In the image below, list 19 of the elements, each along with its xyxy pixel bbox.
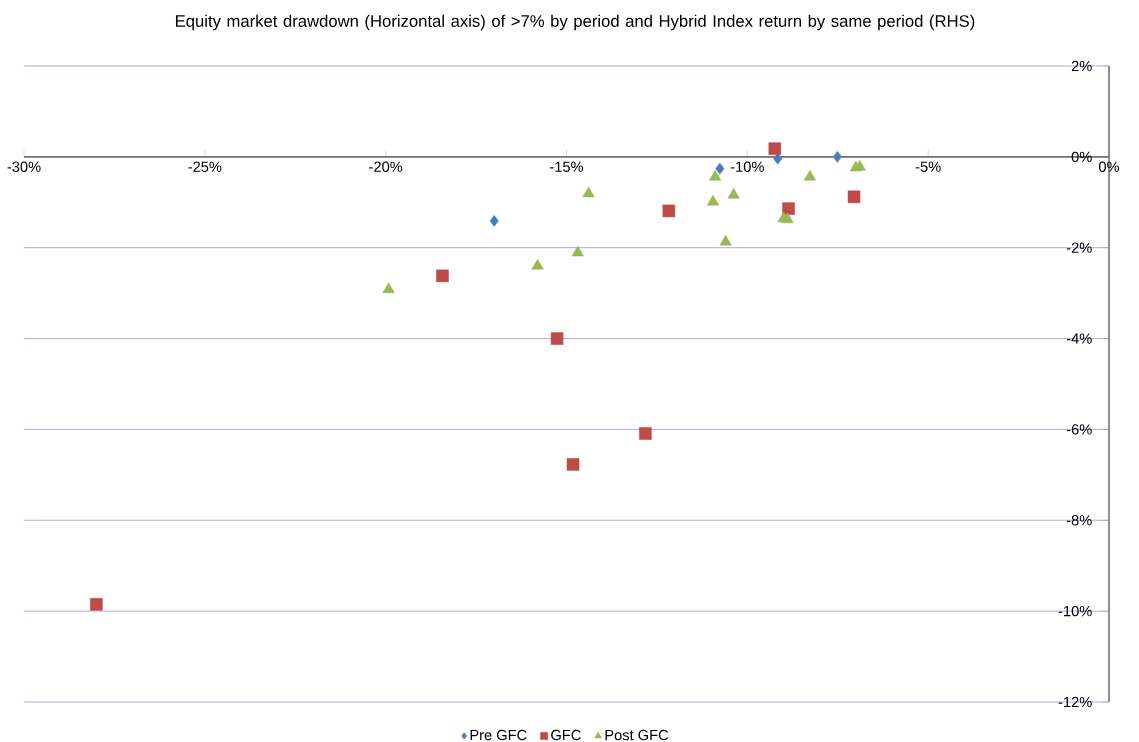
x-tick-label: -25% [188, 161, 222, 172]
x-tick-label: -10% [730, 161, 764, 172]
y-tick-label: -8% [1066, 515, 1092, 526]
y-tick-label: -4% [1066, 333, 1092, 344]
y-tick-label: -12% [1058, 696, 1092, 708]
y-tick-label: 2% [1071, 60, 1092, 72]
x-tick-label: -15% [550, 161, 584, 172]
legend-label: Post GFC [605, 729, 669, 741]
legend-label: Pre GFC [470, 729, 527, 741]
y-tick-label: -2% [1066, 242, 1092, 253]
y-tick-label: -6% [1066, 424, 1092, 435]
x-tick-label: 0% [1098, 161, 1120, 172]
x-tick-label: -30% [7, 161, 41, 172]
legend-label: GFC [551, 729, 581, 741]
x-tick-label: -20% [369, 161, 403, 172]
y-tick-label: 0% [1071, 151, 1092, 163]
x-tick-label: -5% [915, 161, 941, 172]
chart-title: Equity market drawdown (Horizontal axis) of >7% by period and Hybrid Index return by same period (RHS) [175, 14, 975, 31]
y-tick-label: -10% [1058, 605, 1092, 617]
